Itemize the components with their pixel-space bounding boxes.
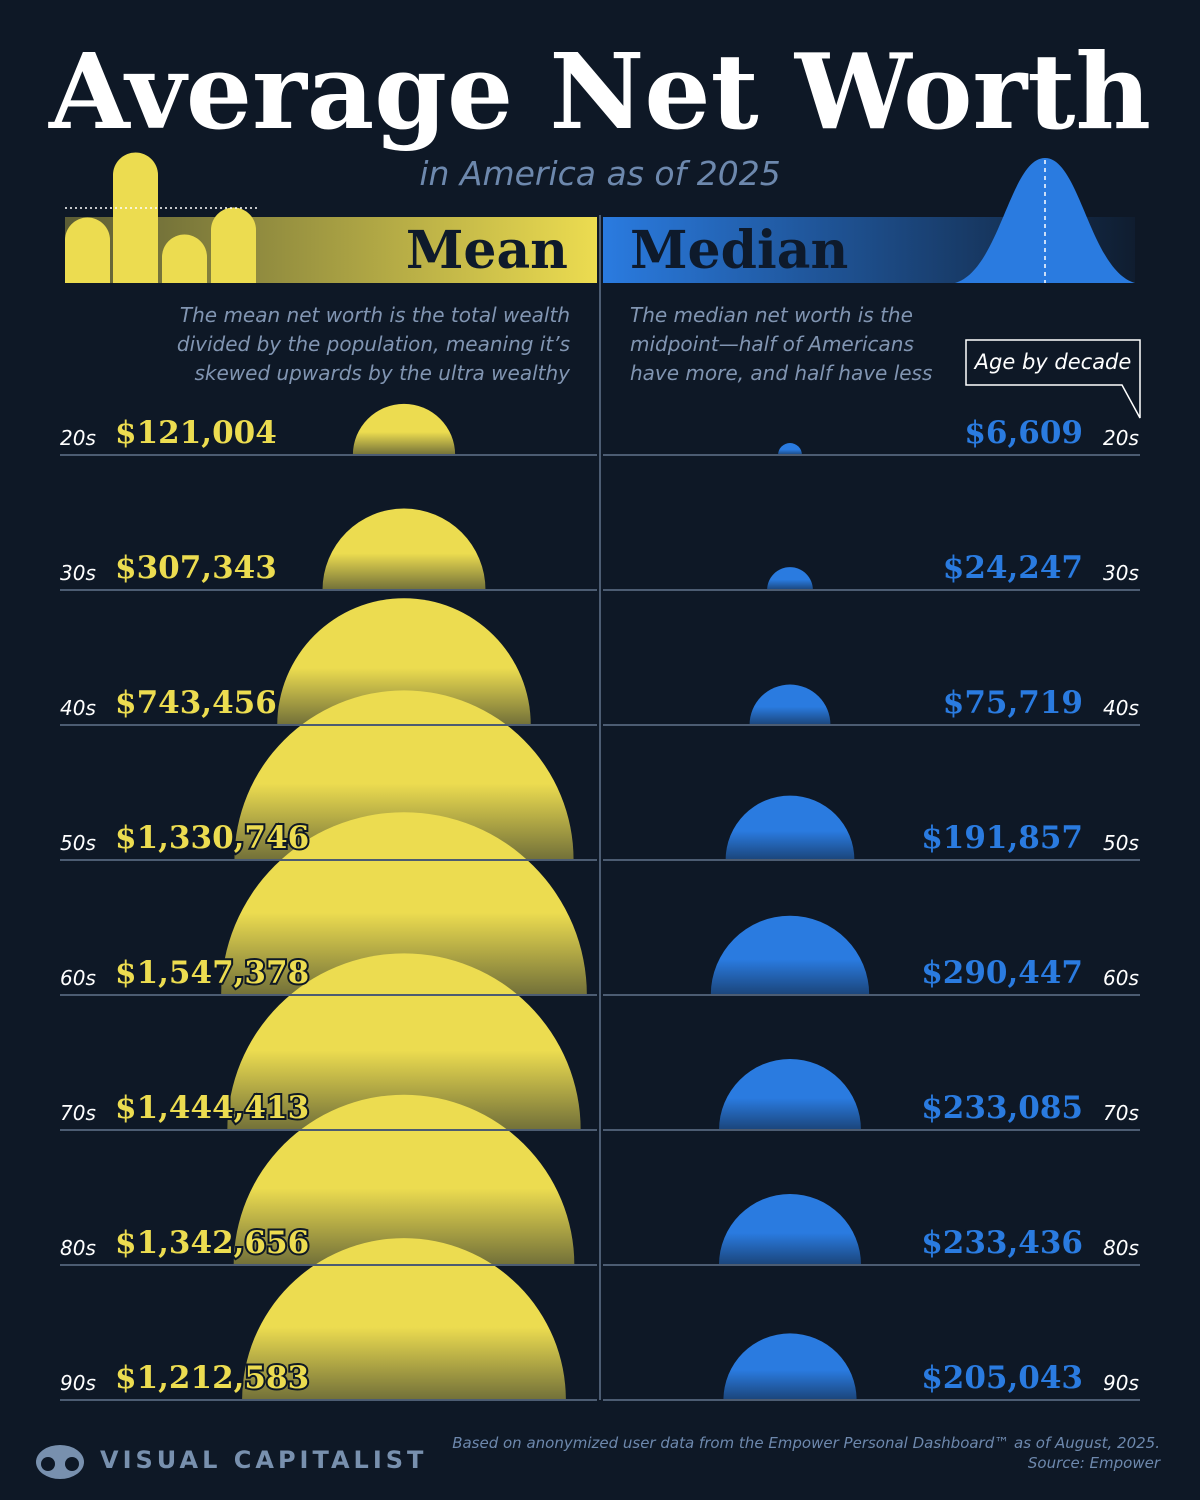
value-label: $1,212,583 xyxy=(115,1360,309,1396)
semicircle xyxy=(221,812,587,995)
legend-icon xyxy=(211,207,256,283)
brand: VISUAL CAPITALIST xyxy=(100,1446,427,1474)
legend-icon xyxy=(113,152,158,283)
description: skewed upwards by the ultra wealthy xyxy=(194,361,571,385)
semicircle xyxy=(749,684,831,725)
category-label: 80s xyxy=(1103,1236,1139,1260)
description: The median net worth is the xyxy=(630,303,913,327)
semicircle xyxy=(719,1059,861,1130)
chart-title: Average Net Worth xyxy=(48,30,1151,153)
category-label: 90s xyxy=(1103,1371,1139,1395)
category-label: 90s xyxy=(60,1371,96,1395)
value-label: $121,004 xyxy=(115,415,277,451)
legend-icon xyxy=(955,158,1135,283)
value-label: $1,444,413 xyxy=(115,1090,309,1126)
legend-icon xyxy=(162,234,207,283)
category-label: 40s xyxy=(60,696,96,720)
value-label: $24,247 xyxy=(943,550,1083,586)
category-label: 20s xyxy=(1103,426,1139,450)
value-label: $205,043 xyxy=(921,1360,1083,1396)
value-label: $743,456 xyxy=(115,685,277,721)
category-label: 50s xyxy=(1103,831,1139,855)
category-label: 50s xyxy=(60,831,96,855)
value-label: $233,085 xyxy=(921,1090,1083,1126)
legend-label: Mean xyxy=(406,220,568,281)
value-label: $1,342,656 xyxy=(115,1225,309,1261)
legend-label: Median xyxy=(630,220,848,281)
semicircle xyxy=(352,403,456,455)
value-label: $1,330,746 xyxy=(115,820,309,856)
description: have more, and half have less xyxy=(630,361,932,385)
semicircle xyxy=(767,567,813,590)
semicircle xyxy=(723,1333,857,1400)
source: Source: Empower xyxy=(1028,1454,1161,1472)
category-label: 20s xyxy=(60,426,96,450)
annotation-box xyxy=(965,339,1141,419)
category-label: 30s xyxy=(60,561,96,585)
semicircle xyxy=(322,508,486,590)
semicircle xyxy=(725,795,855,860)
description: The mean net worth is the total wealth xyxy=(180,303,570,327)
chart-subtitle: in America as of 2025 xyxy=(419,154,780,193)
semicircle xyxy=(227,953,581,1130)
semicircle xyxy=(242,1238,566,1400)
value-label: $233,436 xyxy=(921,1225,1083,1261)
category-label: 60s xyxy=(1103,966,1139,990)
semicircle xyxy=(718,1193,862,1265)
category-label: 60s xyxy=(60,966,96,990)
value-label: $75,719 xyxy=(943,685,1083,721)
description: midpoint—half of Americans xyxy=(630,332,914,356)
value-label: $1,547,378 xyxy=(115,955,309,991)
semicircle xyxy=(277,598,531,725)
category-label: 80s xyxy=(60,1236,96,1260)
semicircle xyxy=(234,690,574,860)
value-label: $307,343 xyxy=(115,550,277,586)
brand-logo xyxy=(36,1445,84,1479)
category-label: 40s xyxy=(1103,696,1139,720)
note: Based on anonymized user data from the E… xyxy=(452,1434,1160,1452)
legend-icon xyxy=(65,217,110,283)
semicircle xyxy=(233,1094,575,1265)
semicircle xyxy=(710,915,870,995)
value-label: $6,609 xyxy=(964,415,1083,451)
semicircle xyxy=(778,443,802,455)
category-label: 70s xyxy=(1103,1101,1139,1125)
value-label: $290,447 xyxy=(921,955,1083,991)
description: divided by the population, meaning it’s xyxy=(177,332,570,356)
annotation: Age by decade xyxy=(973,350,1132,374)
value-label: $191,857 xyxy=(921,820,1083,856)
category-label: 30s xyxy=(1103,561,1139,585)
category-label: 70s xyxy=(60,1101,96,1125)
